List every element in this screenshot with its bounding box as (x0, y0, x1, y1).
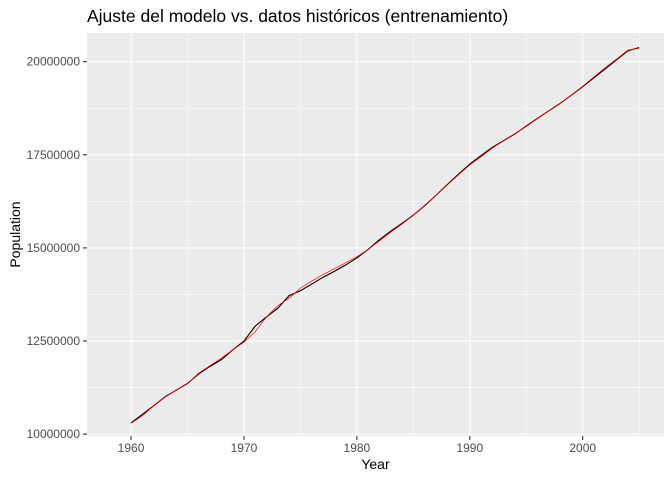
plot-panel (87, 33, 664, 436)
x-axis-title: Year (361, 456, 390, 472)
x-tick-label: 1980 (344, 441, 371, 455)
y-tick-label: 10000000 (27, 427, 81, 441)
y-tick-label: 15000000 (27, 241, 81, 255)
x-tick-label: 1960 (118, 441, 145, 455)
x-tick-label: 2000 (569, 441, 596, 455)
x-tick-label: 1990 (456, 441, 483, 455)
y-tick-label: 17500000 (27, 148, 81, 162)
y-tick-label: 20000000 (27, 55, 81, 69)
y-axis-title: Population (7, 201, 23, 267)
y-tick-label: 12500000 (27, 334, 81, 348)
series-line-2 (130, 47, 640, 424)
x-tick-label: 1970 (231, 441, 258, 455)
chart-title: Ajuste del modelo vs. datos históricos (… (87, 6, 509, 26)
